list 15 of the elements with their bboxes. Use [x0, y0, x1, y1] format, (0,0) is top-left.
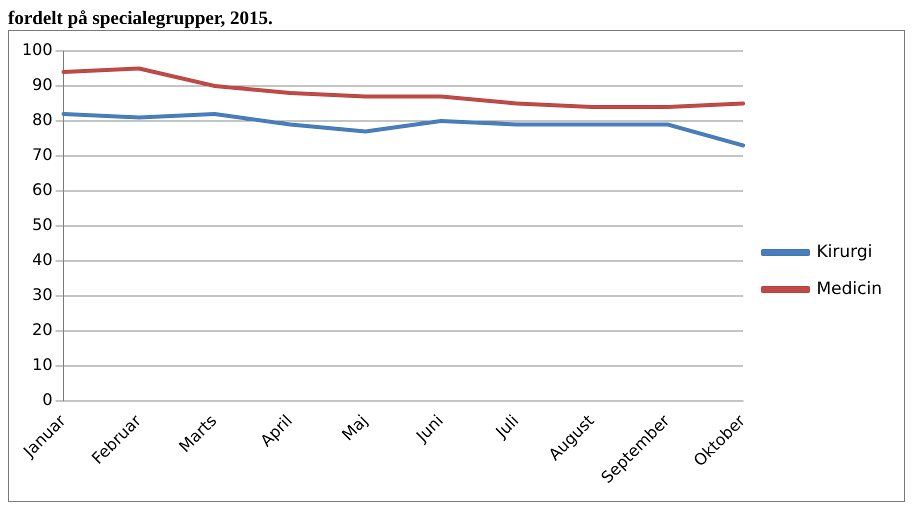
y-tick-label: 40 [32, 250, 53, 270]
legend-label: Kirurgi [816, 242, 872, 262]
y-tick-label: 70 [32, 145, 53, 164]
y-tick-label: 90 [32, 75, 53, 94]
y-tick-label: 80 [32, 110, 53, 130]
y-tick-label: 10 [32, 355, 53, 374]
y-tick-label: 30 [32, 285, 53, 304]
y-tick-label: 20 [32, 320, 53, 340]
y-tick-label: 100 [22, 40, 53, 60]
y-tick-label: 60 [32, 180, 53, 200]
x-tick-label: Maj [338, 411, 372, 444]
legend-label: Medicin [816, 278, 882, 299]
y-tick-label: 50 [32, 215, 53, 234]
chart-title: fordelt på specialegrupper, 2015. [8, 8, 274, 30]
y-tick-label: 0 [42, 390, 53, 410]
